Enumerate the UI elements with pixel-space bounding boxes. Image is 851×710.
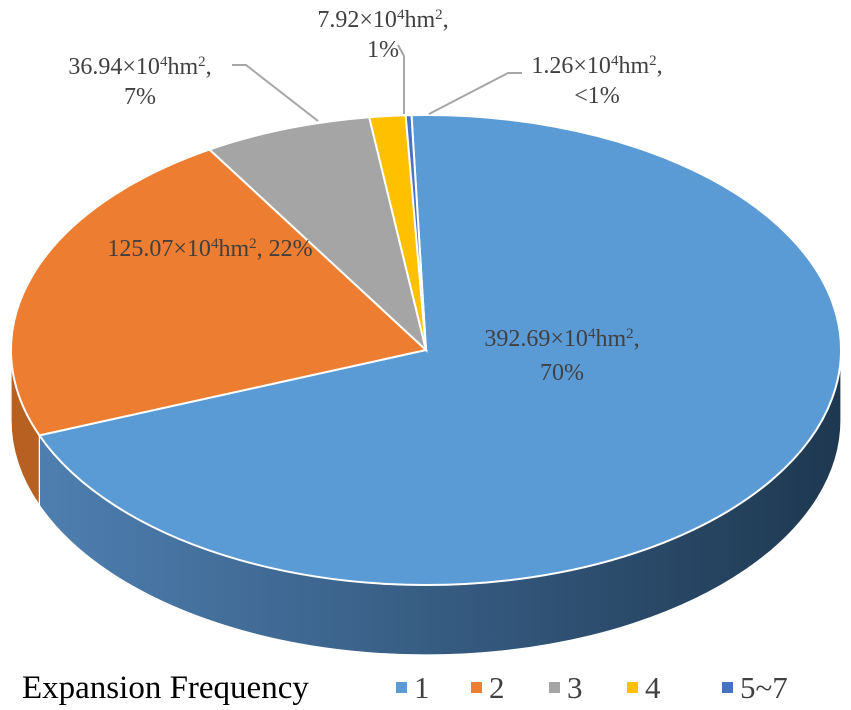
legend-label: 1 bbox=[414, 670, 430, 705]
legend-item-2: 2 bbox=[471, 670, 505, 705]
legend-swatch bbox=[396, 682, 407, 693]
pie-slice-2 bbox=[10, 148, 429, 437]
data-label-2: 125.07×104hm2, 22% bbox=[107, 236, 312, 262]
legend-item-4: 4 bbox=[627, 670, 661, 705]
legend-item-1: 1 bbox=[396, 670, 430, 705]
leader-line-5-7 bbox=[428, 72, 522, 115]
pie-slice-3 bbox=[207, 116, 428, 353]
leader-line-3 bbox=[232, 64, 319, 122]
legend-label: 5~7 bbox=[740, 670, 788, 705]
pie-top-slices bbox=[10, 114, 842, 586]
pie-slice-5-7 bbox=[404, 114, 427, 351]
data-label-1: 392.69×104hm2, 70% bbox=[484, 326, 639, 386]
data-label-5-7: 1.26×104hm2, <1% bbox=[531, 53, 662, 109]
legend-swatch bbox=[627, 682, 638, 693]
legend: Expansion Frequency 1 2 3 4 5~7 bbox=[22, 670, 788, 706]
legend-swatch bbox=[471, 682, 482, 693]
pie-slice-1 bbox=[37, 114, 842, 586]
legend-label: 2 bbox=[489, 670, 505, 705]
legend-swatch bbox=[549, 682, 560, 693]
legend-label: 4 bbox=[645, 670, 661, 705]
legend-label: 3 bbox=[567, 670, 583, 705]
legend-item-3: 3 bbox=[549, 670, 583, 705]
legend-title: Expansion Frequency bbox=[22, 670, 309, 706]
data-labels: 392.69×104hm2, 70% 125.07×104hm2, 22% 36.94… bbox=[68, 7, 662, 386]
data-label-3: 36.94×104hm2, 7% bbox=[68, 54, 211, 110]
leader-line-4 bbox=[397, 44, 405, 114]
legend-swatch bbox=[722, 682, 733, 693]
legend-item-5-7: 5~7 bbox=[722, 670, 788, 705]
data-label-4: 7.92×104hm2, 1% bbox=[317, 7, 448, 63]
leader-lines bbox=[232, 44, 522, 122]
